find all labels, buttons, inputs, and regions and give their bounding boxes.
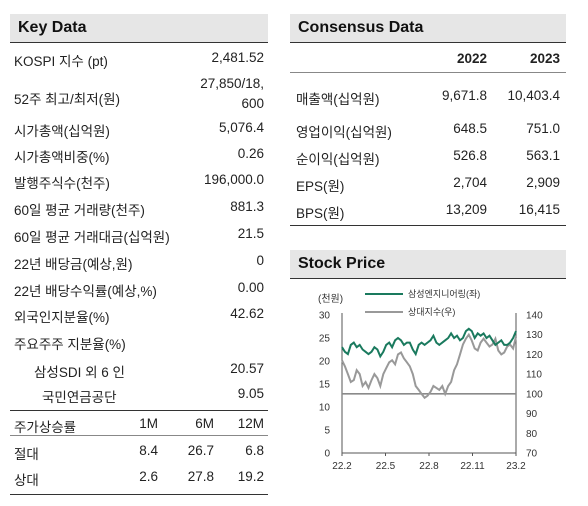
key-data-label: KOSPI 지수 (pt) (14, 54, 108, 69)
left-axis-label: (천원) (318, 293, 343, 305)
key-data-label: 60일 평균 거래량(천주) (14, 203, 145, 218)
key-data-label: 22년 배당수익률(예상,%) (14, 284, 157, 299)
returns-header-divider (10, 435, 268, 436)
key-data-label: 삼성SDI 외 6 인 (34, 365, 125, 380)
left-tick-label: 5 (324, 426, 330, 437)
consensus-value-2023: 563.1 (526, 148, 560, 163)
key-data-label: 시가총액(십억원) (14, 124, 110, 139)
consensus-bottom-divider (290, 225, 566, 226)
key-data-value: 196,000.0 (203, 172, 264, 187)
consensus-value-2023: 2,909 (526, 175, 560, 190)
returns-bottom-divider (10, 494, 268, 495)
stock-price-header: Stock Price (290, 250, 566, 278)
returns-value: 8.4 (139, 443, 158, 458)
key-data-value: 42.62 (230, 306, 264, 321)
x-tick-label: 22.8 (419, 461, 439, 472)
key-data-label: 발행주식수(천주) (14, 176, 110, 191)
legend-label-relative-index: 상대지수(우) (408, 307, 455, 317)
left-tick-label: 25 (319, 334, 331, 345)
consensus-value-2022: 2,704 (453, 175, 487, 190)
key-data-value: 0.26 (237, 146, 264, 161)
consensus-year-2022: 2022 (456, 51, 487, 66)
consensus-year-divider (290, 72, 566, 73)
right-tick-label: 70 (526, 449, 538, 460)
left-tick-label: 10 (319, 403, 331, 414)
consensus-year-2023: 2023 (529, 51, 560, 66)
returns-label: 상대 (14, 473, 39, 488)
stock-price-divider (290, 278, 566, 279)
consensus-value-2023: 16,415 (518, 202, 560, 217)
x-tick-label: 23.2 (506, 461, 526, 472)
consensus-label: BPS(원) (296, 206, 345, 221)
right-tick-label: 130 (526, 330, 543, 341)
key-data-value: 2,481.52 (211, 50, 264, 65)
returns-value: 26.7 (187, 443, 214, 458)
right-tick-label: 110 (526, 370, 542, 381)
right-tick-label: 90 (526, 409, 538, 420)
consensus-header: Consensus Data (290, 14, 566, 42)
series-line-relative-index (341, 332, 517, 400)
stock-price-chart: (천원) 30 25 20 15 10 5 0 140 130 120 110 100 90 80 70 22.… (318, 288, 543, 472)
key-data-value: 9.05 (237, 386, 264, 401)
key-data-label: 22년 배당금(예상,원) (14, 257, 133, 272)
returns-top-divider (10, 410, 268, 411)
stock-price-title: Stock Price (298, 255, 386, 272)
key-data-label: 국민연금공단 (42, 390, 117, 405)
consensus-label: 매출액(십억원) (296, 92, 380, 107)
returns-value: 1M (139, 416, 158, 431)
right-tick-label: 120 (526, 350, 543, 361)
key-data-value: 600 (241, 96, 264, 111)
consensus-value-2022: 9,671.8 (441, 88, 487, 103)
key-data-value: 0.00 (237, 280, 264, 295)
x-tick-label: 22.2 (332, 461, 352, 472)
key-data-label: 60일 평균 거래대금(십억원) (14, 230, 170, 245)
key-data-value: 27,850/18, (200, 76, 264, 91)
returns-value: 2.6 (139, 469, 158, 484)
key-data-value: 5,076.4 (218, 120, 264, 135)
consensus-value-2022: 648.5 (453, 121, 487, 136)
key-data-divider (10, 42, 268, 43)
right-tick-label: 80 (526, 429, 538, 440)
legend-label-stock: 삼성엔지니어링(좌) (408, 288, 480, 299)
series-line-stock (341, 327, 517, 359)
left-tick-label: 20 (319, 357, 331, 368)
returns-value: 6.8 (245, 443, 264, 458)
key-data-value: 881.3 (230, 199, 264, 214)
key-data-value: 21.5 (237, 226, 264, 241)
key-data-label: 시가총액비중(%) (14, 150, 110, 165)
right-tick-label: 140 (526, 311, 543, 322)
consensus-value-2023: 10,403.4 (507, 88, 560, 103)
returns-label: 절대 (14, 447, 39, 462)
consensus-value-2022: 13,209 (445, 202, 487, 217)
left-tick-label: 0 (324, 449, 330, 460)
consensus-title: Consensus Data (298, 19, 424, 36)
x-tick-label: 22.11 (460, 461, 485, 472)
key-data-label: 주요주주 지분율(%) (14, 337, 126, 352)
consensus-label: 영업이익(십억원) (296, 125, 392, 140)
consensus-value-2023: 751.0 (526, 121, 560, 136)
left-tick-label: 30 (319, 311, 331, 322)
key-data-header: Key Data (10, 14, 268, 42)
x-tick-label: 22.5 (376, 461, 396, 472)
key-data-value: 0 (256, 253, 264, 268)
key-data-label: 52주 최고/최저(원) (14, 92, 121, 107)
key-data-label: 외국인지분율(%) (14, 310, 110, 325)
consensus-value-2022: 526.8 (453, 148, 487, 163)
right-tick-label: 100 (526, 389, 543, 400)
returns-label: 주가상승률 (14, 420, 77, 435)
returns-value: 12M (237, 416, 264, 431)
consensus-label: EPS(원) (296, 179, 345, 194)
key-data-title: Key Data (18, 19, 87, 36)
consensus-divider (290, 42, 566, 43)
key-data-value: 20.57 (230, 361, 264, 376)
left-tick-label: 15 (319, 380, 331, 391)
consensus-label: 순이익(십억원) (296, 152, 380, 167)
returns-value: 6M (195, 416, 214, 431)
returns-value: 27.8 (187, 469, 214, 484)
returns-value: 19.2 (237, 469, 264, 484)
